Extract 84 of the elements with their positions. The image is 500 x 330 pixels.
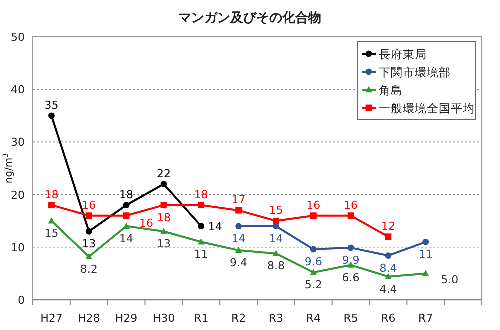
data-label: 18: [44, 188, 59, 202]
data-label: 15: [44, 227, 59, 240]
data-label: 8.8: [267, 260, 285, 273]
legend-label: 角島: [379, 84, 403, 98]
point: [160, 228, 168, 234]
x-tick-label: R7: [418, 312, 434, 325]
legend-label: 下関市環境部: [379, 66, 451, 80]
data-label: 11: [418, 248, 433, 262]
point: [273, 218, 280, 224]
point: [198, 238, 205, 245]
data-label: 18: [120, 188, 134, 202]
data-label: 14: [208, 220, 222, 234]
point: [160, 202, 168, 209]
data-label: 9.9: [342, 254, 360, 267]
point: [348, 212, 354, 220]
y-tick-label: 30: [11, 136, 25, 150]
point: [422, 270, 430, 276]
data-label: 11: [194, 248, 208, 262]
legend-label: 長府東局: [379, 48, 427, 62]
data-label: 9.6: [304, 256, 322, 269]
point: [385, 252, 392, 260]
data-label: 18: [194, 188, 208, 202]
legend-label: 一般環境全国平均: [379, 102, 475, 116]
data-label: 15: [269, 204, 284, 218]
x-tick-label: H30: [152, 312, 176, 325]
x-tick-label: R5: [344, 312, 358, 325]
point: [310, 246, 317, 253]
point: [236, 207, 242, 214]
data-label: 17: [232, 194, 246, 207]
x-tick-label: R1: [194, 312, 209, 325]
point: [123, 212, 130, 220]
point: [385, 234, 392, 240]
data-label: 5.2: [304, 278, 322, 292]
data-label: 18: [156, 211, 171, 224]
point: [310, 269, 318, 276]
point: [422, 238, 430, 246]
point: [235, 246, 242, 254]
data-label: 12: [381, 220, 396, 233]
data-label: 8.4: [380, 262, 398, 275]
x-tick-label: R3: [268, 312, 284, 325]
point: [348, 244, 354, 252]
data-label: 14: [232, 232, 246, 246]
data-label: 22: [156, 167, 171, 180]
point: [86, 212, 92, 220]
chart-title: マンガン及びその化合物: [178, 10, 322, 26]
point: [310, 212, 317, 220]
x-tick-label: H27: [40, 312, 63, 325]
data-label: 14: [269, 232, 284, 246]
data-label: 4.4: [380, 282, 398, 296]
x-tick-label: H29: [115, 312, 138, 325]
y-tick-label: 50: [11, 31, 25, 44]
point: [160, 181, 168, 188]
point: [198, 223, 205, 230]
x-tick-label: R6: [381, 312, 396, 325]
data-label: 16: [82, 198, 96, 212]
point: [48, 202, 55, 209]
data-label: 16: [344, 198, 358, 212]
data-label: 5.0: [441, 274, 459, 287]
data-label: 6.6: [342, 271, 360, 284]
point: [48, 112, 55, 120]
data-label: 13: [82, 238, 96, 251]
point: [86, 253, 93, 260]
y-tick-label: 20: [11, 188, 25, 202]
point: [272, 250, 280, 256]
point: [123, 222, 130, 229]
point: [236, 223, 242, 230]
x-tick-label: H28: [78, 312, 100, 325]
point: [385, 273, 392, 280]
point: [123, 202, 130, 209]
data-label: 16: [140, 216, 154, 230]
data-label: 16: [306, 198, 321, 212]
y-tick-label: 40: [11, 84, 25, 97]
data-label: 8.2: [80, 262, 98, 276]
x-tick-label: R4: [306, 312, 321, 325]
data-label: 35: [44, 98, 59, 112]
point: [198, 202, 205, 209]
y-tick-label: 10: [11, 241, 25, 254]
data-label: 13: [156, 238, 171, 251]
y-tick-label: 0: [18, 294, 25, 307]
point: [48, 218, 56, 224]
data-label: 9.4: [230, 256, 248, 270]
x-tick-label: R2: [231, 312, 246, 325]
data-label: 14: [120, 232, 134, 246]
point: [86, 228, 92, 235]
